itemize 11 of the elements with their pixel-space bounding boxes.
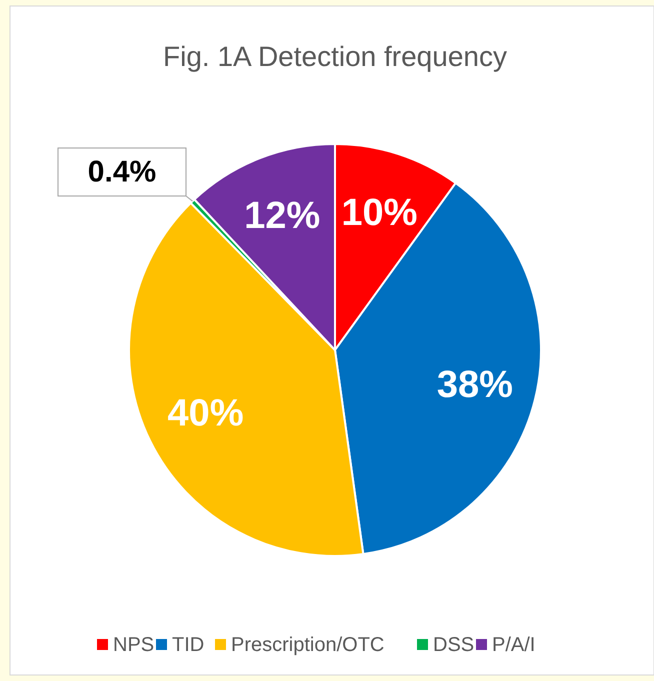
chart-title: Fig. 1A Detection frequency <box>163 41 507 72</box>
data-label: 40% <box>168 392 244 435</box>
data-label: 0.4% <box>88 156 156 188</box>
legend-label: TID <box>172 634 204 656</box>
legend-label: DSS <box>433 634 474 656</box>
legend-label: NPS <box>113 634 154 656</box>
data-label: 38% <box>436 364 513 406</box>
legend-label: P/A/I <box>492 634 536 656</box>
data-label: 12% <box>244 194 320 237</box>
legend-label: Prescription/OTC <box>231 634 384 656</box>
data-label: 10% <box>341 192 418 234</box>
